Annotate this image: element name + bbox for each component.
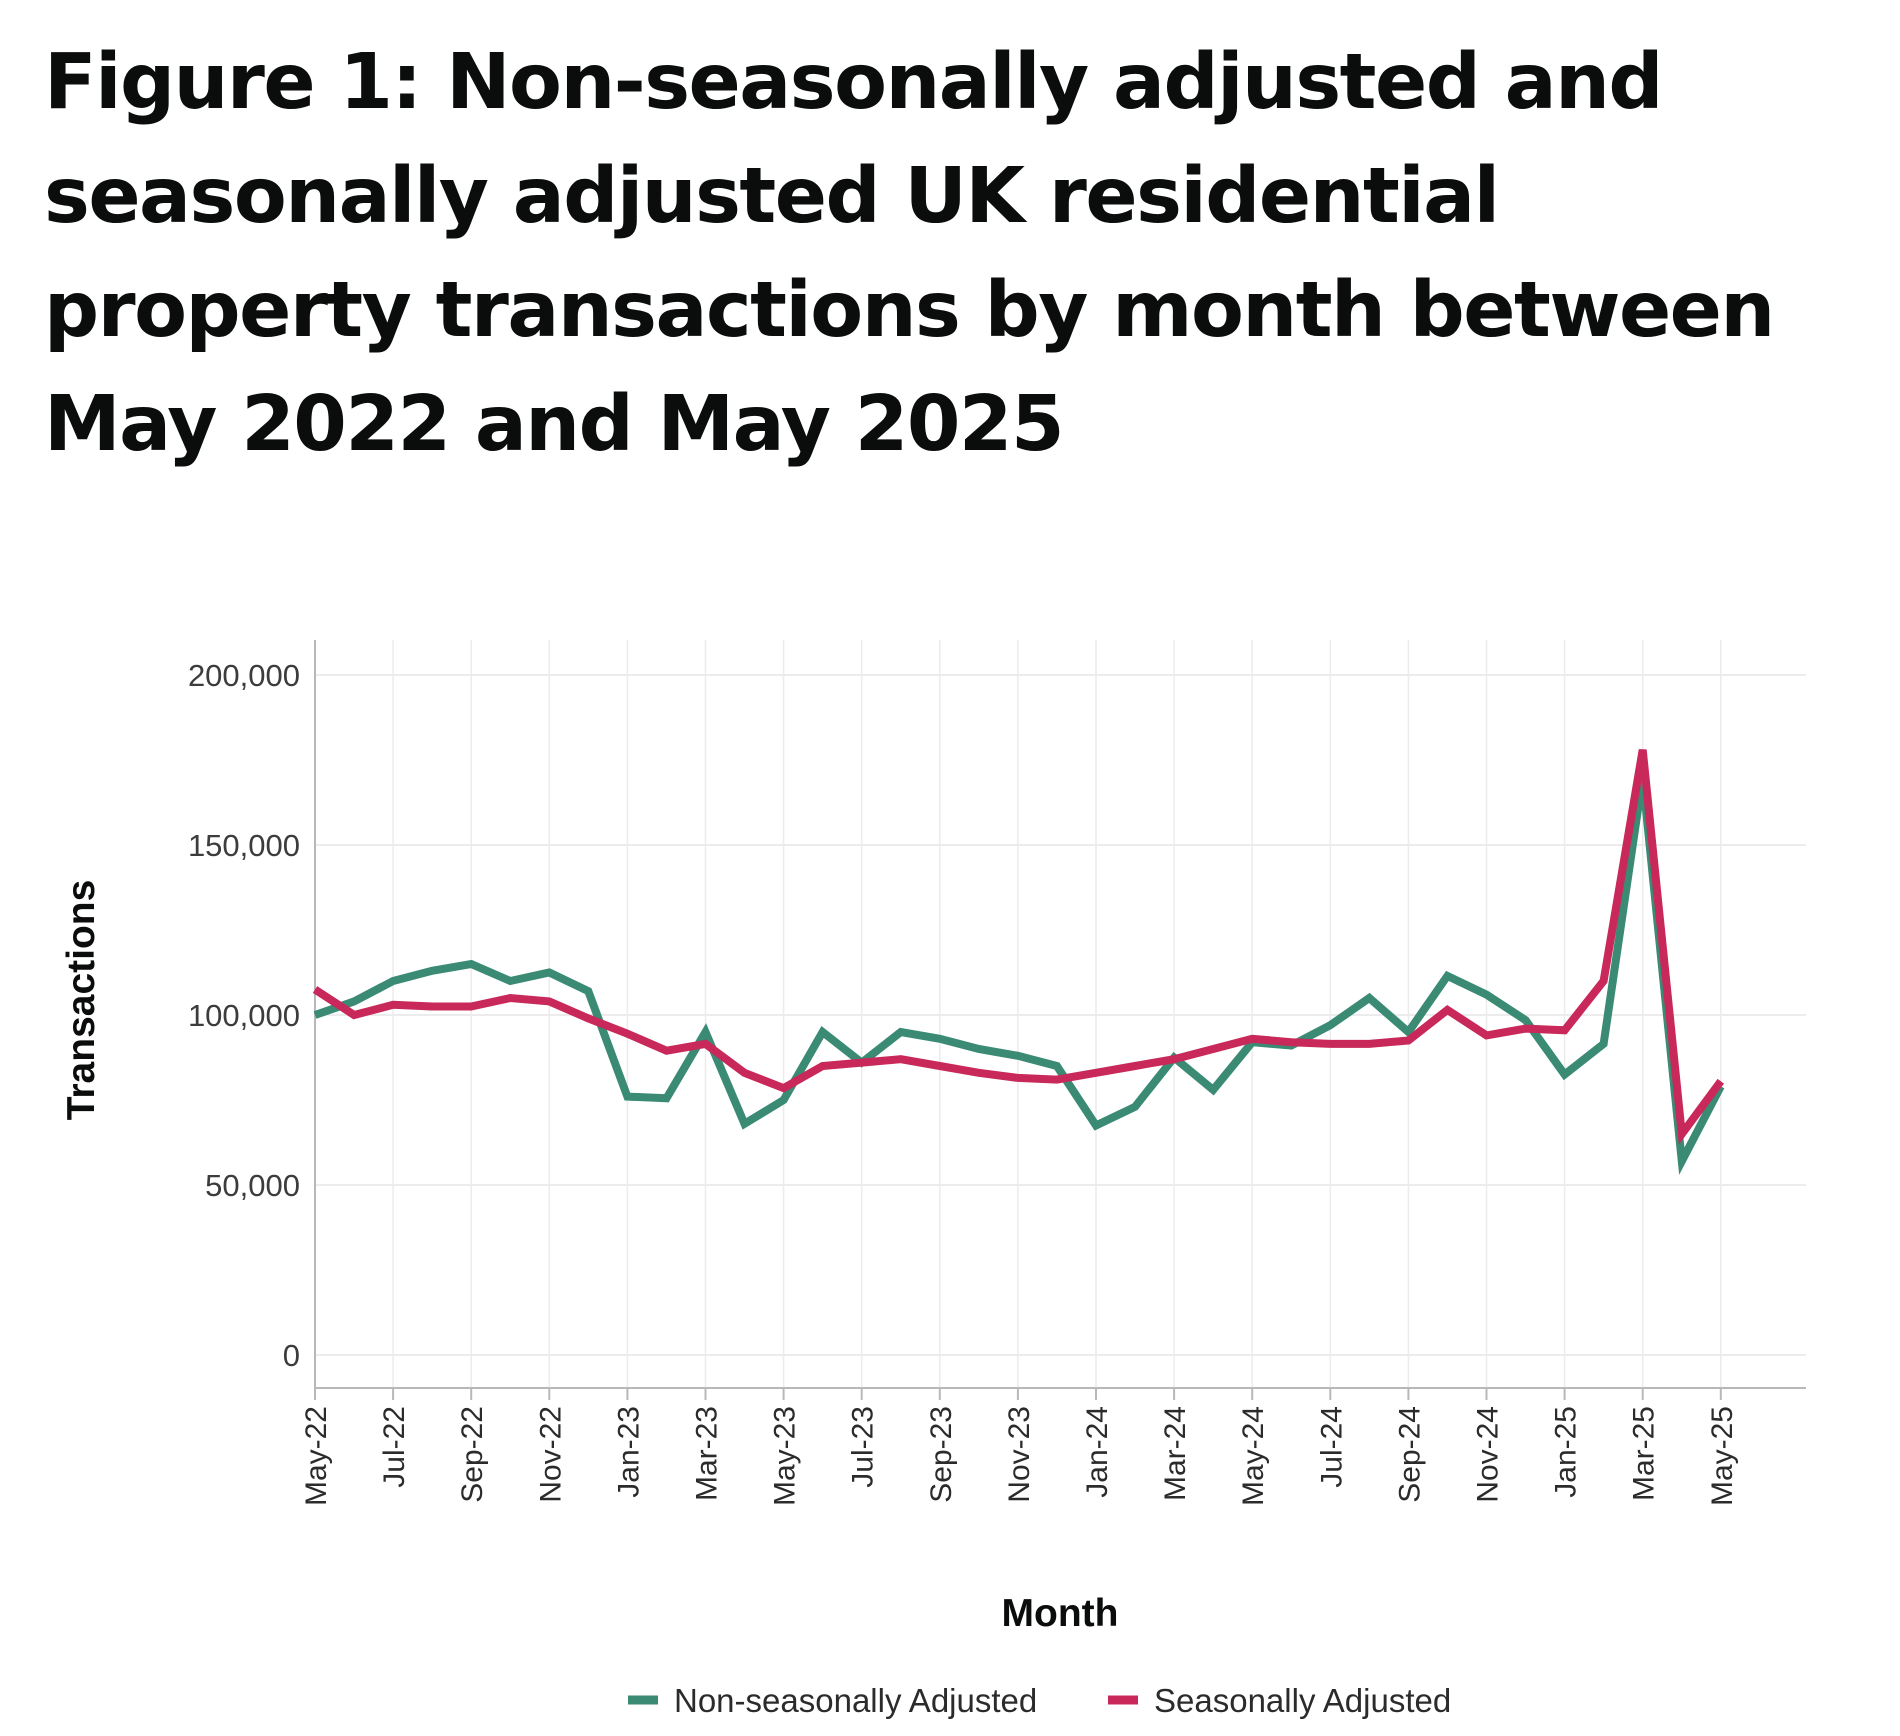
x-tick-label: Jul-23	[847, 1406, 880, 1488]
y-tick-label: 50,000	[205, 1168, 300, 1203]
x-tick-label: Sep-23	[925, 1406, 958, 1503]
x-tick-label: May-24	[1237, 1406, 1270, 1506]
x-tick-label: Jan-24	[1081, 1406, 1114, 1498]
x-tick-label: Jan-25	[1550, 1406, 1583, 1498]
x-tick-label: Nov-22	[534, 1406, 567, 1503]
x-tick-label: May-25	[1706, 1406, 1739, 1506]
x-tick-label: Sep-24	[1393, 1406, 1426, 1503]
x-tick-label: Mar-24	[1159, 1406, 1192, 1501]
series-lines	[312, 749, 1725, 1175]
y-tick-label: 0	[283, 1338, 300, 1373]
legend: Non-seasonally Adjusted Seasonally Adjust…	[628, 1682, 1451, 1719]
x-tick-label: Nov-24	[1472, 1406, 1505, 1503]
x-tick-label: Mar-23	[691, 1406, 724, 1501]
x-tick-label: Jul-24	[1315, 1406, 1348, 1488]
y-tick-label: 200,000	[188, 658, 300, 693]
x-tick-labels: May-22 Jul-22 Sep-22 Nov-22 Jan-23 Mar-23 May-…	[300, 1388, 1739, 1506]
y-axis-title: Transactions	[60, 880, 103, 1121]
y-tick-label: 100,000	[188, 998, 300, 1033]
legend-label: Seasonally Adjusted	[1154, 1682, 1451, 1719]
x-tick-label: May-22	[300, 1406, 333, 1506]
x-tick-label: Sep-22	[456, 1406, 489, 1503]
x-tick-label: Jan-23	[612, 1406, 645, 1498]
series-line-seasonally-adjusted	[312, 749, 1725, 1145]
x-tick-label: Jul-22	[378, 1406, 411, 1488]
x-tick-label: Nov-23	[1003, 1406, 1036, 1503]
series-line-non-seasonally-adjusted	[313, 776, 1725, 1175]
y-tick-label: 150,000	[188, 828, 300, 863]
x-axis-title: Month	[1002, 1592, 1119, 1635]
chart-title: Figure 1: Non-seasonally adjusted and se…	[44, 38, 1775, 469]
legend-label: Non-seasonally Adjusted	[674, 1682, 1037, 1719]
x-tick-label: May-23	[769, 1406, 802, 1506]
x-tick-label: Mar-25	[1628, 1406, 1661, 1501]
y-tick-labels: 0 50,000 100,000 150,000 200,000	[188, 658, 300, 1373]
